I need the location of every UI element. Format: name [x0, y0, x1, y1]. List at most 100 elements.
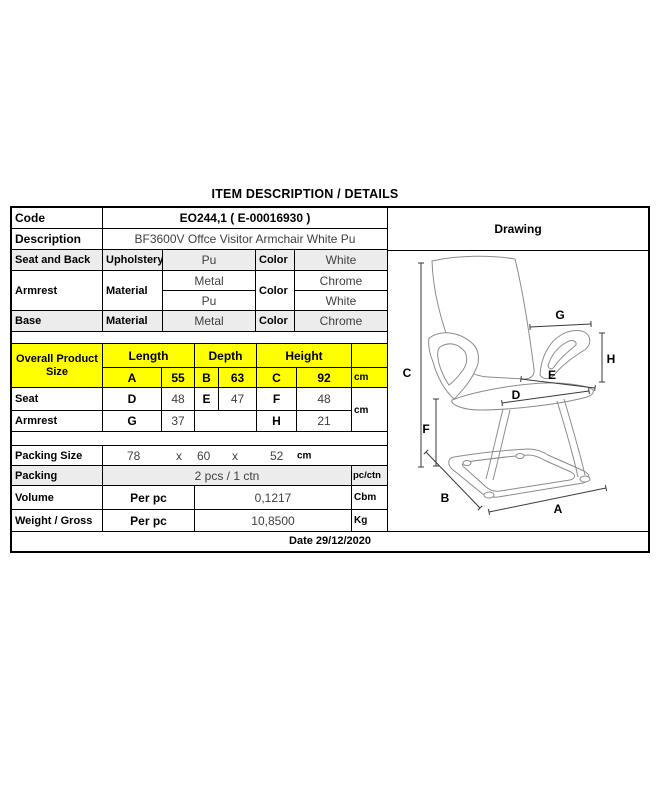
dim-label-e: E [548, 368, 556, 382]
dim-label-a: A [554, 502, 563, 516]
description-label: Description [12, 229, 103, 249]
armrest-material-2: Pu [201, 293, 217, 308]
volume-value: 0,1217 [195, 486, 352, 509]
length-header: Length [103, 344, 195, 368]
dim-c-key: C [257, 368, 297, 387]
armrest-material-1: Metal [163, 271, 255, 291]
dim-line-g [529, 320, 592, 331]
chair-seat [451, 382, 594, 411]
seat-back-color: White [295, 250, 387, 270]
armrest-materials-row: Armrest Material Metal Pu Color Chrome W… [12, 271, 387, 311]
chair-drawing: C F G H E D B A [403, 255, 616, 516]
dim-label-g: G [555, 308, 564, 322]
dim-line-e [520, 375, 596, 392]
dim-label-b: B [441, 491, 450, 505]
armrest-attr: Material [103, 271, 163, 310]
drawing-cell: Drawing [387, 208, 648, 532]
armrest-color-col: Chrome White [295, 271, 387, 310]
volume-row: Volume Per pc 0,1217 Cbm [12, 486, 387, 510]
seat-armrest-left: Seat D 48 E 47 F 48 Armrest G 37 H 21 [12, 388, 352, 431]
dim-line-a [487, 484, 608, 516]
dim-label-c: C [403, 366, 412, 380]
packing-size-dim3: 52 [270, 448, 284, 463]
chair-foot [462, 460, 472, 466]
packing-size-unit: cm [297, 450, 312, 461]
dim-h-key: H [257, 411, 297, 431]
base-label: Base [12, 311, 103, 331]
chair-front-leg [492, 409, 511, 481]
seat-back-material: Pu [163, 250, 256, 270]
code-value: EO244,1 ( E-00016930 ) [179, 211, 311, 225]
armrest-material-col: Metal Pu [163, 271, 256, 310]
size-header-unit-cell [352, 344, 387, 368]
packing-size-row: Packing Size 78 x 60 x 52 cm [12, 445, 387, 466]
armrest-size-label: Armrest [12, 411, 103, 431]
seat-armrest-unit: cm [354, 404, 369, 416]
dim-f-key: F [257, 388, 297, 411]
packing-size-times1: x [176, 448, 182, 463]
chair-front-leg [485, 408, 504, 480]
packing-size-label: Packing Size [12, 446, 103, 465]
weight-row: Weight / Gross Per pc 10,8500 Kg [12, 510, 387, 532]
chair-armrest-left-hole [437, 343, 468, 386]
dim-line-b [423, 449, 483, 511]
chair-foot [579, 475, 591, 483]
seat-back-label: Seat and Back [12, 250, 103, 270]
spec-left-area: Code EO244,1 ( E-00016930 ) Description … [12, 208, 387, 532]
packing-size-values: 78 x 60 x 52 cm [103, 446, 387, 465]
seat-size-label: Seat [12, 388, 103, 411]
packing-value: 2 pcs / 1 ctn [103, 466, 352, 485]
overall-size-label: Overall Product Size [12, 344, 103, 387]
packing-size-times2: x [232, 448, 238, 463]
base-material: Metal [163, 311, 256, 331]
overall-size-label-line2: Size [45, 365, 68, 378]
dim-e-key: E [195, 388, 219, 411]
armrest-empty-cell [195, 411, 257, 431]
armrest-label: Armrest [12, 271, 103, 310]
dim-d-key: D [103, 388, 162, 411]
description-value: BF3600V Offce Visitor Armchair White Pu [134, 232, 356, 246]
dim-b-key: B [195, 368, 219, 387]
volume-label: Volume [12, 486, 103, 509]
volume-unit: Cbm [354, 492, 377, 503]
armrest-size-row: Armrest G 37 H 21 [12, 411, 352, 431]
dim-d-value: 48 [162, 388, 195, 411]
dim-label-h: H [607, 352, 616, 366]
packing-unit: pc/ctn [352, 466, 387, 485]
packing-size-dim2: 60 [197, 448, 211, 463]
dim-a-value: 55 [162, 368, 195, 387]
seat-armrest-group: Seat D 48 E 47 F 48 Armrest G 37 H 21 c [12, 388, 387, 432]
dim-g-value: 37 [162, 411, 195, 431]
overall-size-cols: Length Depth Height A 55 B 63 C 92 cm [103, 344, 387, 387]
chair-foot [515, 453, 525, 459]
seat-back-row: Seat and Back Upholstery Pu Color White [12, 250, 387, 271]
dim-c-value: 92 [297, 368, 352, 387]
dim-label-f: F [422, 422, 429, 436]
chair-base-inner [462, 454, 576, 492]
dim-line-d [501, 387, 590, 407]
weight-unit: Kg [354, 515, 368, 526]
base-color-label: Color [256, 311, 295, 331]
drawing-header: Drawing [388, 208, 648, 251]
date-row: Date 29/12/2020 [289, 535, 371, 547]
chair-armrest-right-hole [547, 340, 577, 370]
size-header-row: Length Depth Height [103, 344, 387, 368]
packing-size-dim1: 78 [127, 448, 141, 463]
chair-foot [483, 491, 495, 499]
page-title: ITEM DESCRIPTION / DETAILS [211, 187, 399, 201]
description-row: Description BF3600V Offce Visitor Armcha… [12, 229, 387, 250]
dim-e-value: 47 [219, 388, 257, 411]
dim-g-key: G [103, 411, 162, 431]
dim-h-value: 21 [297, 411, 352, 431]
armrest-color-2: White [325, 293, 357, 308]
seat-size-row: Seat D 48 E 47 F 48 [12, 388, 352, 411]
armrest-color-1: Chrome [295, 271, 387, 291]
weight-label: Weight / Gross [12, 510, 103, 531]
base-row: Base Material Metal Color Chrome [12, 311, 387, 332]
seat-back-attr: Upholstery [103, 250, 163, 270]
dim-f-value: 48 [297, 388, 352, 411]
dim-label-d: D [512, 388, 521, 402]
overall-size-unit: cm [352, 368, 387, 387]
spacer-row [12, 432, 387, 445]
